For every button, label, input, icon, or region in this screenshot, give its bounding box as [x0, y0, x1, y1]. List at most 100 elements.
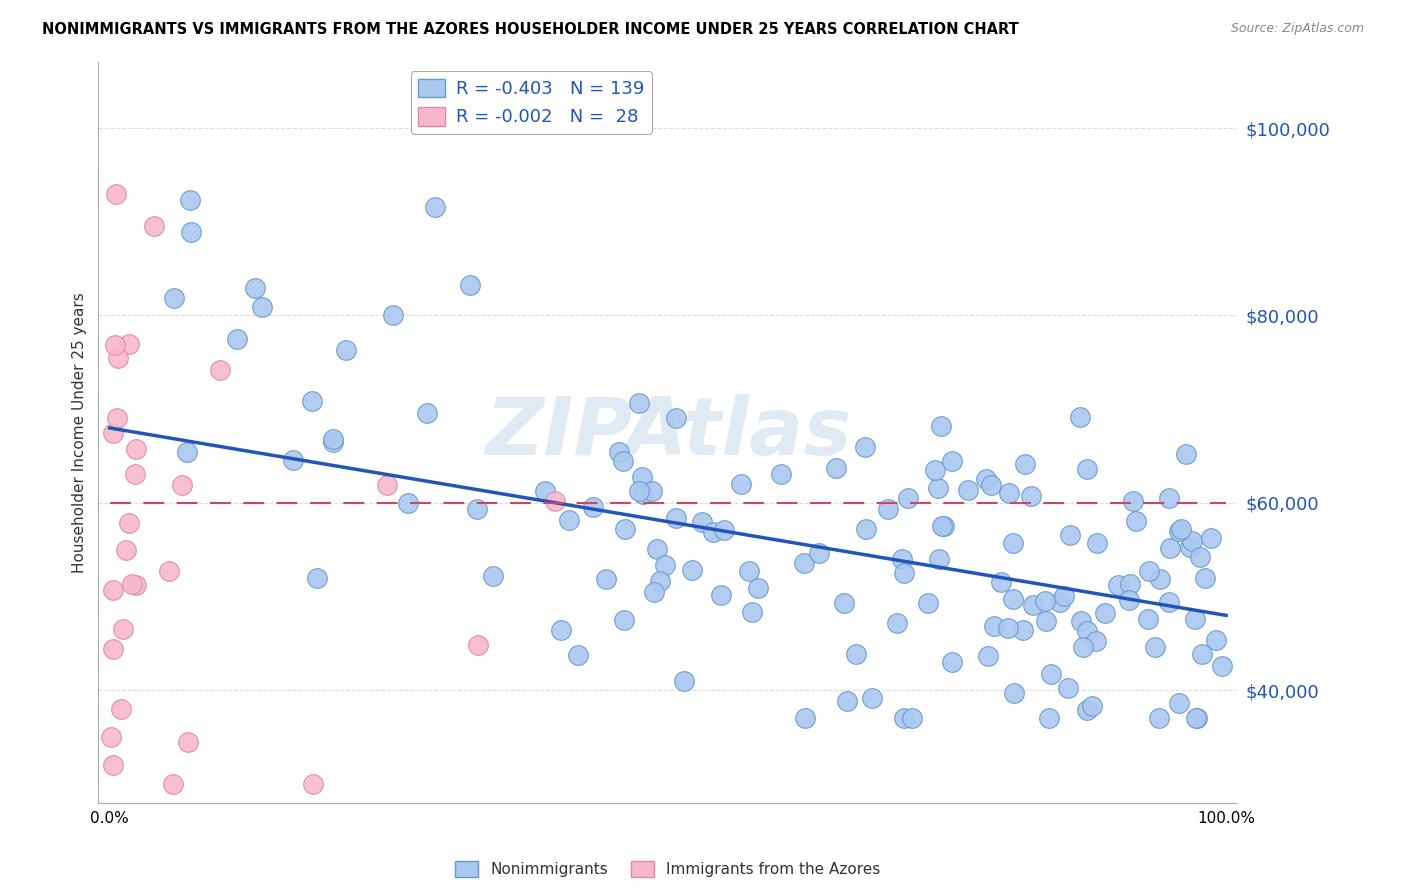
Point	[1039, 666, 1062, 681]
Point	[983, 619, 1005, 633]
Point	[179, 193, 201, 207]
Point	[665, 510, 688, 524]
Point	[1184, 612, 1206, 626]
Point	[713, 524, 735, 538]
Point	[824, 460, 846, 475]
Point	[110, 702, 132, 716]
Point	[834, 596, 856, 610]
Point	[612, 454, 634, 468]
Point	[897, 491, 920, 505]
Point	[613, 613, 636, 627]
Point	[1119, 577, 1142, 591]
Point	[1076, 462, 1098, 476]
Point	[125, 578, 148, 592]
Point	[1076, 624, 1098, 639]
Point	[650, 574, 672, 589]
Point	[607, 444, 630, 458]
Point	[741, 606, 763, 620]
Point	[1168, 697, 1191, 711]
Point	[730, 477, 752, 491]
Point	[853, 440, 876, 454]
Point	[105, 186, 128, 201]
Point	[143, 219, 166, 233]
Point	[1033, 593, 1056, 607]
Point	[980, 477, 1002, 491]
Point	[770, 467, 793, 482]
Point	[932, 519, 955, 533]
Point	[1170, 522, 1192, 536]
Point	[550, 623, 572, 637]
Point	[467, 638, 489, 652]
Point	[1136, 612, 1159, 626]
Point	[163, 291, 186, 305]
Point	[997, 621, 1019, 635]
Point	[1035, 614, 1057, 628]
Point	[534, 484, 557, 499]
Point	[1205, 633, 1227, 648]
Point	[998, 486, 1021, 500]
Point	[482, 569, 505, 583]
Point	[118, 336, 141, 351]
Point	[645, 542, 668, 557]
Point	[1038, 711, 1060, 725]
Point	[107, 351, 129, 366]
Point	[1143, 640, 1166, 654]
Point	[465, 502, 488, 516]
Point	[104, 338, 127, 352]
Point	[335, 343, 357, 357]
Point	[1189, 550, 1212, 565]
Point	[1175, 447, 1198, 461]
Point	[121, 576, 143, 591]
Point	[1049, 594, 1071, 608]
Point	[673, 673, 696, 688]
Point	[162, 777, 184, 791]
Point	[1085, 535, 1108, 549]
Point	[1002, 591, 1025, 606]
Point	[747, 581, 769, 595]
Point	[544, 494, 567, 508]
Point	[807, 546, 830, 560]
Point	[1125, 514, 1147, 528]
Point	[101, 758, 124, 772]
Point	[1019, 489, 1042, 503]
Y-axis label: Householder Income Under 25 years: Householder Income Under 25 years	[72, 293, 87, 573]
Point	[1053, 589, 1076, 603]
Point	[1191, 647, 1213, 661]
Point	[664, 411, 686, 425]
Point	[281, 453, 304, 467]
Point	[1012, 623, 1035, 637]
Point	[893, 566, 915, 580]
Point	[1080, 698, 1102, 713]
Point	[876, 501, 898, 516]
Point	[115, 542, 138, 557]
Point	[941, 656, 963, 670]
Point	[928, 552, 950, 566]
Point	[690, 515, 713, 529]
Point	[558, 512, 581, 526]
Point	[1122, 494, 1144, 508]
Point	[643, 585, 665, 599]
Point	[1069, 409, 1091, 424]
Point	[1159, 541, 1181, 556]
Point	[737, 564, 759, 578]
Point	[641, 484, 664, 499]
Point	[1057, 681, 1080, 695]
Point	[929, 418, 952, 433]
Point	[1181, 534, 1204, 549]
Point	[103, 642, 125, 657]
Point	[245, 281, 267, 295]
Point	[845, 647, 868, 661]
Point	[103, 425, 125, 440]
Point	[837, 694, 859, 708]
Point	[681, 562, 703, 576]
Point	[1071, 640, 1094, 654]
Point	[956, 483, 979, 497]
Point	[322, 432, 344, 446]
Point	[1137, 564, 1160, 578]
Point	[124, 467, 146, 481]
Point	[105, 411, 128, 425]
Point	[177, 734, 200, 748]
Point	[1076, 703, 1098, 717]
Point	[990, 574, 1012, 589]
Point	[100, 730, 122, 744]
